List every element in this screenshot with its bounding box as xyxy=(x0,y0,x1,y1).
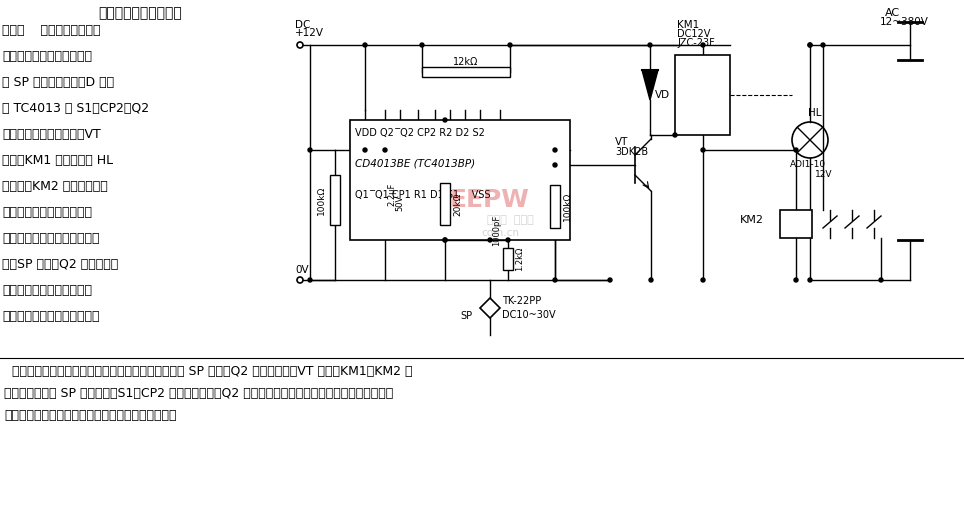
Circle shape xyxy=(701,278,705,282)
Text: 画出）。当制子移并接近开关: 画出）。当制子移并接近开关 xyxy=(2,232,99,245)
Text: 电，制子移开后 SP 再次断开，S1、CP2 由高电平变低，Q2 保持低电平不变。等待下次行程控制。用几套: 电，制子移开后 SP 再次断开，S1、CP2 由高电平变低，Q2 保持低电平不变… xyxy=(4,387,393,400)
Text: 一路的接近开关时，电机使运动部件后退，到再次使 SP 闭合，Q2 端变低电平，VT 截止，KM1、KM2 失: 一路的接近开关时，电机使运动部件后退，到再次使 SP 闭合，Q2 端变低电平，V… xyxy=(4,365,413,378)
Text: 3DK2B: 3DK2B xyxy=(615,147,648,157)
Circle shape xyxy=(443,238,447,242)
Text: DC12V: DC12V xyxy=(677,29,710,39)
Text: 制子接近并作用于换向后退另: 制子接近并作用于换向后退另 xyxy=(2,310,99,323)
Text: CD4013BE (TC4013BP): CD4013BE (TC4013BP) xyxy=(355,158,475,168)
Text: 端由低电平变为高电平，VT: 端由低电平变为高电平，VT xyxy=(2,128,101,141)
Text: 关 SP 时，使其闭合。D 触发: 关 SP 时，使其闭合。D 触发 xyxy=(2,76,114,89)
Text: ADI1-10: ADI1-10 xyxy=(790,160,826,169)
Circle shape xyxy=(488,238,492,242)
Text: 12~380V: 12~380V xyxy=(880,17,929,27)
Circle shape xyxy=(701,43,705,47)
Text: SP: SP xyxy=(460,311,472,321)
Circle shape xyxy=(649,278,653,282)
Circle shape xyxy=(648,43,652,47)
Circle shape xyxy=(443,238,447,242)
Text: VD: VD xyxy=(655,90,670,100)
Circle shape xyxy=(608,278,612,282)
Text: 灯熄灭，KM2 得电，其触点: 灯熄灭，KM2 得电，其触点 xyxy=(2,180,108,193)
Bar xyxy=(550,185,560,228)
Bar xyxy=(350,120,570,240)
Circle shape xyxy=(363,148,367,152)
Text: 12kΩ: 12kΩ xyxy=(453,57,479,67)
Text: 用于直流电磁感应式接近并: 用于直流电磁感应式接近并 xyxy=(2,50,92,63)
Circle shape xyxy=(363,43,367,47)
Text: VDD Q2  ̅Q2 CP2 R2 D2 S2: VDD Q2 ̅Q2 CP2 R2 D2 S2 xyxy=(355,128,485,138)
Bar xyxy=(675,55,730,135)
Circle shape xyxy=(443,118,447,122)
Circle shape xyxy=(808,43,812,47)
Text: 12V: 12V xyxy=(815,170,833,179)
Bar xyxy=(330,175,340,225)
Circle shape xyxy=(808,43,812,47)
Text: Q1  ̅Q1 CP1 R1 D1 S1    VSS: Q1 ̅Q1 CP1 R1 D1 S1 VSS xyxy=(355,190,491,200)
Text: TK-22PP: TK-22PP xyxy=(502,296,541,306)
Circle shape xyxy=(808,278,812,282)
Text: 0V: 0V xyxy=(295,265,308,275)
Text: 好电子  产世界: 好电子 产世界 xyxy=(487,215,533,225)
Text: JZC-23F: JZC-23F xyxy=(677,38,714,48)
Text: 50V: 50V xyxy=(395,195,404,211)
Text: KM1: KM1 xyxy=(677,20,699,30)
Circle shape xyxy=(673,133,677,137)
Text: 100kΩ: 100kΩ xyxy=(563,191,572,221)
Polygon shape xyxy=(642,70,658,100)
Circle shape xyxy=(701,148,705,152)
Circle shape xyxy=(506,238,510,242)
Text: 时，SP 断开，Q2 状态不变，: 时，SP 断开，Q2 状态不变， xyxy=(2,258,119,271)
Circle shape xyxy=(308,278,312,282)
Bar xyxy=(503,248,513,270)
Text: AC: AC xyxy=(885,8,900,18)
Text: DC10~30V: DC10~30V xyxy=(502,310,555,320)
Text: 控制运动部位电机减速（未: 控制运动部位电机减速（未 xyxy=(2,206,92,219)
Text: 20kΩ: 20kΩ xyxy=(453,193,462,216)
Text: +12V: +12V xyxy=(295,28,324,38)
Text: KM2: KM2 xyxy=(740,215,764,225)
Circle shape xyxy=(794,148,798,152)
Text: 1.2kΩ: 1.2kΩ xyxy=(515,247,524,271)
Text: HL: HL xyxy=(808,108,821,118)
Text: 关电路    当运动部位制子作: 关电路 当运动部位制子作 xyxy=(2,24,100,37)
Circle shape xyxy=(794,278,798,282)
Circle shape xyxy=(821,43,825,47)
Text: 100kΩ: 100kΩ xyxy=(316,185,326,215)
Text: VT: VT xyxy=(615,137,629,147)
Text: 导通，KM1 得电吸合使 HL: 导通，KM1 得电吸合使 HL xyxy=(2,154,113,167)
Bar xyxy=(440,183,450,225)
Circle shape xyxy=(553,278,557,282)
Circle shape xyxy=(420,43,424,47)
Circle shape xyxy=(553,148,557,152)
Text: EEPW: EEPW xyxy=(450,188,530,212)
Text: com.cn: com.cn xyxy=(481,228,519,238)
Text: DC: DC xyxy=(295,20,310,30)
Text: 这样的电路可控制机床、生产线、窑炉等生产环节。: 这样的电路可控制机床、生产线、窑炉等生产环节。 xyxy=(4,409,176,422)
Circle shape xyxy=(308,148,312,152)
Circle shape xyxy=(879,278,883,282)
Text: 2.2μF: 2.2μF xyxy=(387,183,396,206)
Circle shape xyxy=(553,163,557,167)
Text: 器 TC4013 的 S1、CP2、Q2: 器 TC4013 的 S1、CP2、Q2 xyxy=(2,102,149,115)
Bar xyxy=(780,210,812,238)
Bar xyxy=(422,67,510,77)
Circle shape xyxy=(383,148,387,152)
Text: 1000pF: 1000pF xyxy=(492,215,501,246)
Text: 传动系统感应式行程开: 传动系统感应式行程开 xyxy=(98,6,182,20)
Text: 电机继续减速。当运动部位: 电机继续减速。当运动部位 xyxy=(2,284,92,297)
Circle shape xyxy=(508,43,512,47)
